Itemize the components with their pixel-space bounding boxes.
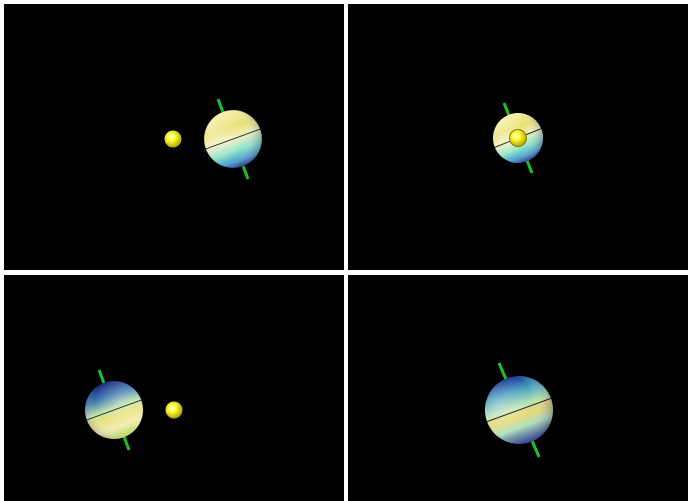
- scene-top-left: [164, 98, 263, 180]
- scene-top-right: [493, 102, 543, 174]
- viewport-top-left[interactable]: [4, 4, 344, 270]
- sun-icon: [164, 130, 182, 148]
- viewport-bottom-right[interactable]: [348, 275, 688, 501]
- viewport-bottom-left[interactable]: [4, 275, 344, 501]
- sun-icon: [509, 129, 527, 147]
- planet-icon: [85, 369, 143, 451]
- scene-bottom-right: [485, 362, 553, 458]
- sun-icon: [165, 401, 183, 419]
- viewport-top-right[interactable]: [348, 4, 688, 270]
- equator-line: [486, 397, 552, 423]
- planet-icon: [485, 362, 553, 458]
- scene-bottom-left: [85, 369, 183, 451]
- equator-line: [86, 399, 142, 421]
- equator-line: [205, 128, 261, 150]
- planet-icon: [203, 98, 263, 180]
